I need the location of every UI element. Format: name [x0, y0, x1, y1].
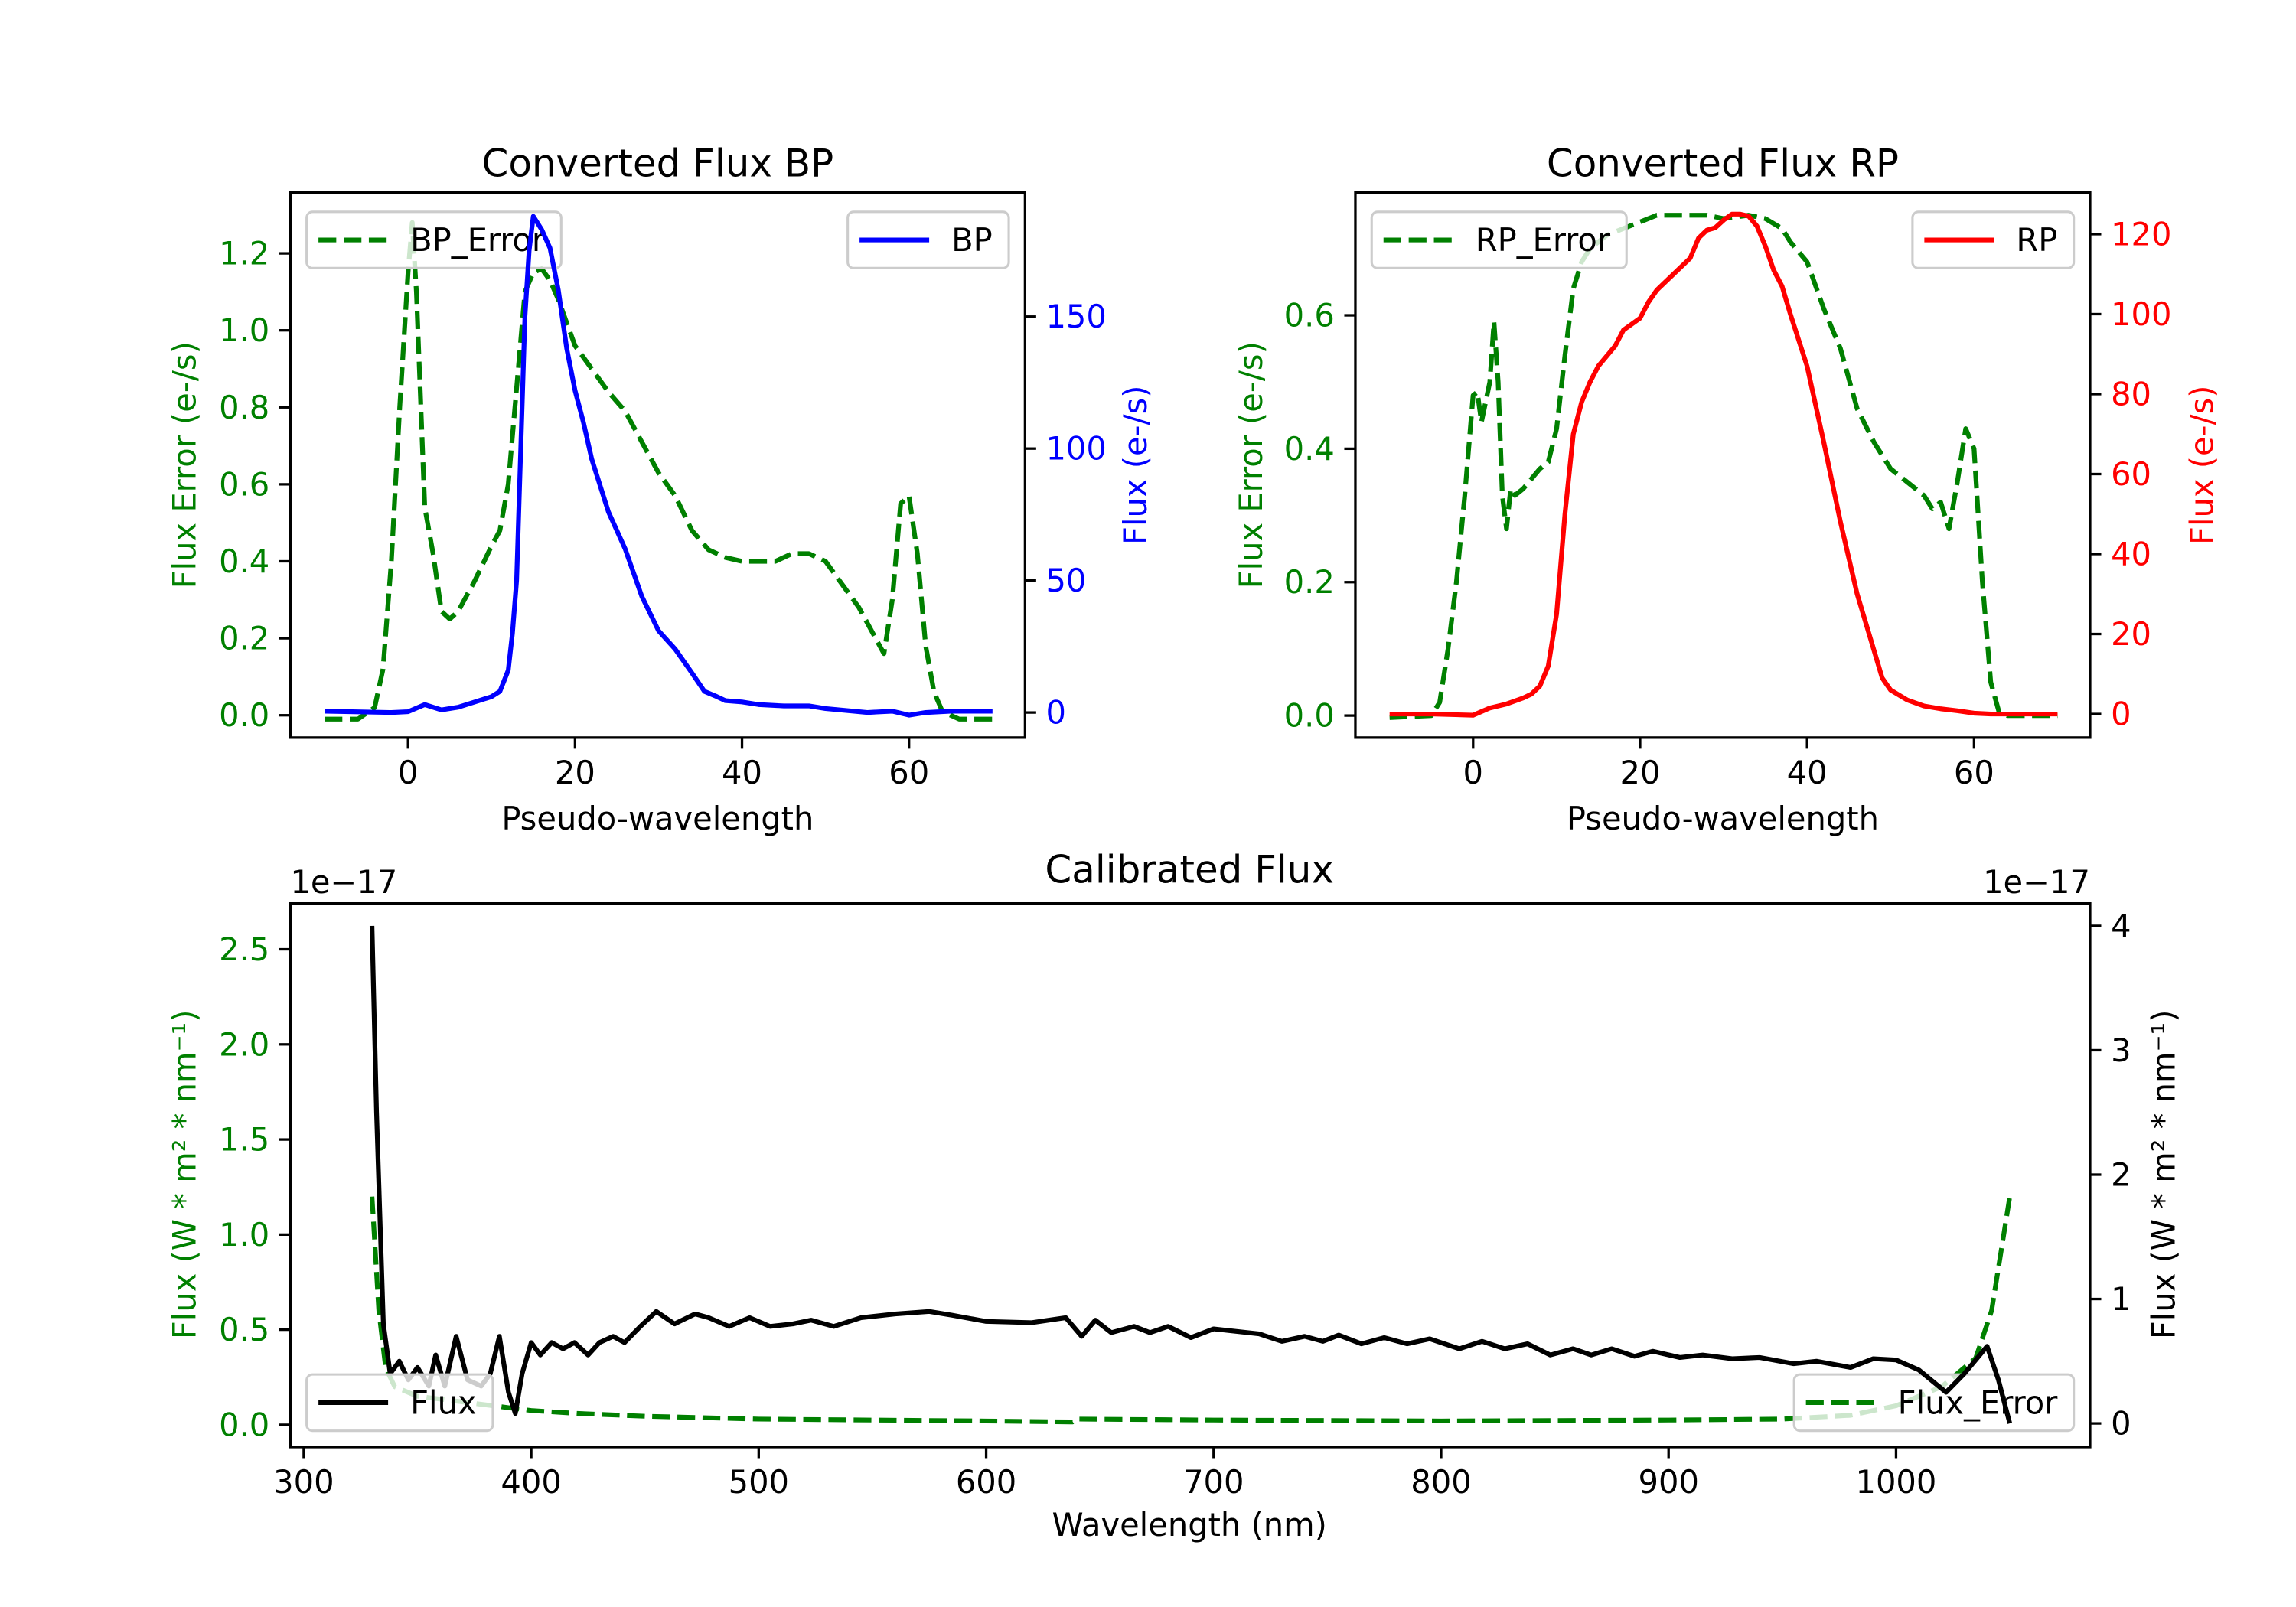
x-tick-label: 800	[1411, 1463, 1471, 1501]
legend: RP_Error	[1370, 210, 1628, 269]
y-right-tick-label: 0	[1045, 694, 1065, 732]
x-tick-label: 20	[555, 754, 595, 791]
y-right-tick-label: 4	[2111, 907, 2131, 944]
x-tick-label: 20	[1619, 754, 1660, 791]
x-tick-label: 40	[722, 754, 762, 791]
y-left-tick-label: 0.6	[219, 465, 269, 503]
chart-calibrated: Calibrated Flux Wavelength (nm) Flux (W …	[165, 848, 2182, 1544]
series-line-rp-error	[1389, 213, 2058, 720]
x-axis-label: Pseudo-wavelength	[1567, 800, 1879, 837]
legend-box	[305, 210, 563, 269]
y-right-tick-label: 80	[2111, 375, 2151, 412]
y-axis-left-label: Flux Error (e-/s)	[1232, 341, 1270, 588]
x-tick-label: 0	[398, 754, 418, 791]
x-tick-label: 700	[1183, 1463, 1244, 1501]
y-left-tick-label: 2.5	[219, 931, 269, 968]
y-right-tick-label: 50	[1045, 562, 1086, 599]
y-axis-right-label: Flux (e-/s)	[1117, 385, 1154, 544]
chart-bp: Converted Flux BP Pseudo-wavelength Flux…	[165, 141, 1154, 837]
y-right-tick-label: 0	[2111, 1405, 2131, 1442]
x-tick-label: 1000	[1855, 1463, 1936, 1501]
y-left-tick-label: 0.5	[219, 1311, 269, 1348]
y-right-tick-label: 2	[2111, 1156, 2131, 1193]
legend: BP	[846, 210, 1010, 269]
y-left-tick-label: 1.5	[219, 1121, 269, 1159]
legend-label: Flux	[410, 1384, 477, 1421]
series-line-bp	[325, 214, 993, 718]
series-line-rp	[1389, 211, 2058, 718]
y-right-tick-label: 120	[2111, 215, 2171, 253]
x-axis-label: Wavelength (nm)	[1052, 1506, 1326, 1543]
x-axis-label: Pseudo-wavelength	[501, 800, 814, 837]
offset-text-left: 1e−17	[290, 863, 397, 901]
plot-area: Flux_Error Flux 300 400 500 600 700 800 900 1000 0…	[219, 902, 2131, 1501]
y-left-tick-label: 0.6	[1284, 297, 1335, 334]
legend-box	[1792, 1373, 2076, 1433]
legend-label: RP	[2016, 221, 2057, 259]
y-left-tick-label: 0.2	[219, 620, 269, 657]
axes-frame	[1354, 191, 2092, 739]
y-right-tick-label: 100	[2111, 295, 2171, 333]
x-tick-label: 40	[1787, 754, 1828, 791]
y-axis-right-label: Flux (e-/s)	[2183, 385, 2221, 544]
x-tick-label: 300	[273, 1463, 334, 1501]
offset-text-right: 1e−17	[1983, 863, 2090, 901]
y-right-tick-label: 1	[2111, 1280, 2131, 1318]
x-tick-label: 60	[1954, 754, 1994, 791]
y-left-tick-label: 0.0	[219, 1406, 269, 1443]
y-left-tick-label: 0.0	[219, 696, 269, 734]
y-right-tick-label: 0	[2111, 696, 2131, 733]
y-left-tick-label: 1.2	[219, 235, 269, 272]
legend: Flux	[305, 1373, 494, 1433]
x-tick-label: 500	[729, 1463, 789, 1501]
legend-label: BP	[951, 221, 993, 259]
axes-frame	[289, 191, 1026, 739]
y-right-tick-label: 60	[2111, 455, 2151, 493]
y-left-tick-label: 0.8	[219, 389, 269, 426]
legend-label: RP_Error	[1476, 221, 1611, 259]
chart-title: Converted Flux RP	[1547, 141, 1899, 185]
legend: BP_Error	[305, 210, 563, 269]
y-axis-right-label: Flux (W * m² * nm⁻¹)	[2144, 1010, 2182, 1340]
x-tick-label: 0	[1463, 754, 1483, 791]
series-line-flux	[369, 925, 2013, 1424]
legend: Flux_Error	[1792, 1373, 2076, 1433]
x-tick-label: 900	[1639, 1463, 1699, 1501]
y-axis-left-label: Flux (W * m² * nm⁻¹)	[165, 1010, 203, 1340]
plot-area: BP_Error BP 0 20 40 60 0.0 0.2 0.4 0.6 0.8 1.0 1.2 0 5…	[219, 191, 1107, 791]
y-left-tick-label: 0.4	[219, 543, 269, 580]
y-left-tick-label: 0.2	[1284, 563, 1335, 601]
y-right-tick-label: 40	[2111, 536, 2151, 573]
legend-box	[1370, 210, 1628, 269]
y-right-tick-label: 100	[1045, 430, 1106, 468]
y-right-tick-label: 150	[1045, 298, 1106, 335]
legend-box	[305, 1373, 494, 1433]
x-tick-label: 60	[889, 754, 929, 791]
chart-title: Converted Flux BP	[482, 141, 834, 185]
legend-label: Flux_Error	[1898, 1384, 2059, 1421]
y-right-tick-label: 20	[2111, 615, 2151, 653]
x-tick-label: 600	[956, 1463, 1016, 1501]
x-tick-label: 400	[501, 1463, 561, 1501]
y-left-tick-label: 0.0	[1284, 697, 1335, 735]
series-line-bp-error	[325, 220, 993, 722]
y-right-tick-label: 3	[2111, 1032, 2131, 1069]
y-axis-left-label: Flux Error (e-/s)	[165, 341, 203, 588]
y-left-tick-label: 0.4	[1284, 430, 1335, 468]
chart-rp: Converted Flux RP Pseudo-wavelength Flux…	[1232, 141, 2221, 837]
y-left-tick-label: 1.0	[219, 311, 269, 349]
chart-title: Calibrated Flux	[1045, 848, 1334, 892]
legend: RP	[1911, 210, 2076, 269]
y-left-tick-label: 1.0	[219, 1216, 269, 1253]
y-left-tick-label: 2.0	[219, 1025, 269, 1063]
plot-area: RP_Error RP 0 20 40 60 0.0 0.2 0.4 0.6 0 20 40 60 80 10…	[1284, 191, 2171, 791]
legend-label: BP_Error	[410, 221, 546, 259]
